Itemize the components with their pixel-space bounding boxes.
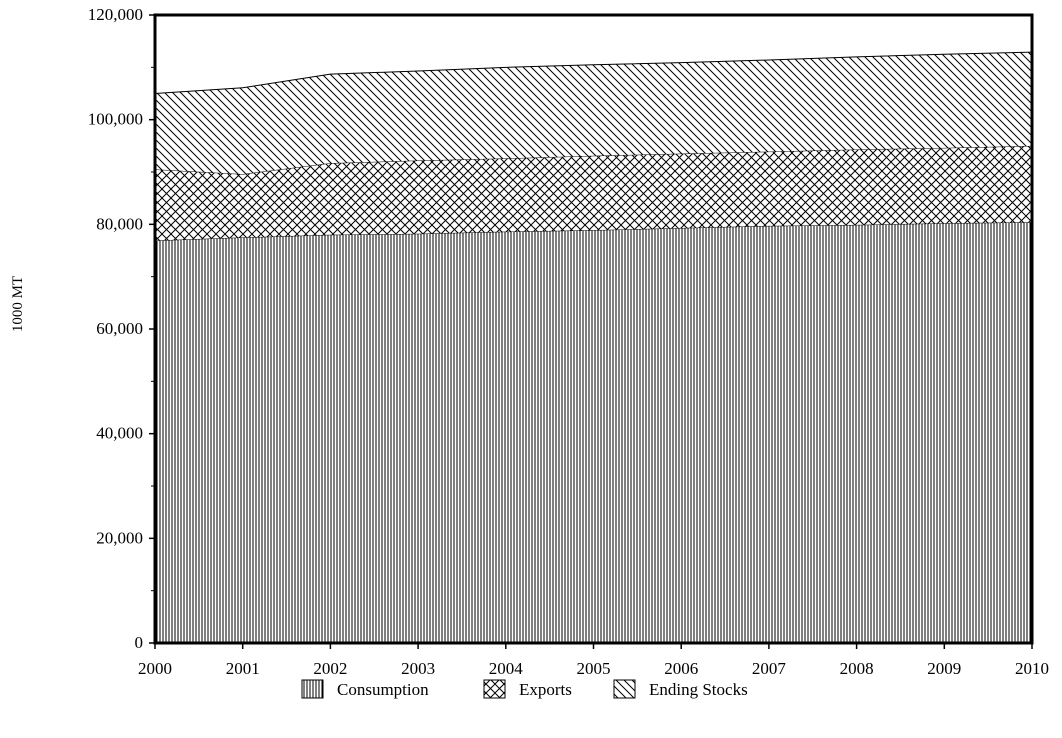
area-top-line [154, 51, 1033, 94]
x-tick-label: 2008 [840, 659, 874, 678]
legend-label: Ending Stocks [649, 680, 748, 699]
x-tick-label: 2004 [489, 659, 524, 678]
y-tick-label: 80,000 [96, 214, 143, 233]
y-tick-label: 0 [135, 633, 144, 652]
legend: Consumption Exports Ending Stocks [301, 679, 748, 699]
x-tick-label: 2007 [752, 659, 787, 678]
legend-label: Consumption [337, 680, 429, 699]
area-exports [155, 145, 1032, 241]
y-tick-label: 40,000 [96, 424, 143, 443]
area-consumption [155, 222, 1032, 644]
legend-swatch [301, 679, 324, 699]
y-axis: 0 20,000 40,000 60,000 80,000 100,000 120,000 [88, 5, 155, 652]
x-tick-label: 2003 [401, 659, 435, 678]
legend-label: Exports [519, 680, 572, 699]
y-tick-label: 20,000 [96, 528, 143, 547]
legend-swatch [483, 679, 506, 699]
y-tick-label: 60,000 [96, 319, 143, 338]
legend-swatch [613, 679, 636, 699]
x-tick-label: 2010 [1015, 659, 1049, 678]
area-series [154, 51, 1033, 644]
x-tick-label: 2002 [313, 659, 347, 678]
x-tick-label: 2000 [138, 659, 172, 678]
y-tick-label: 100,000 [88, 110, 143, 129]
area-ending-stocks [155, 52, 1032, 175]
y-tick-label: 120,000 [88, 5, 143, 24]
x-tick-label: 2006 [664, 659, 698, 678]
x-tick-label: 2005 [577, 659, 611, 678]
x-axis: 2000 2001 2002 2003 2004 2005 2006 2007 2008 2009… [138, 643, 1049, 678]
y-axis-label: 1000 MT [10, 276, 26, 332]
x-tick-label: 2009 [927, 659, 961, 678]
x-tick-label: 2001 [226, 659, 260, 678]
